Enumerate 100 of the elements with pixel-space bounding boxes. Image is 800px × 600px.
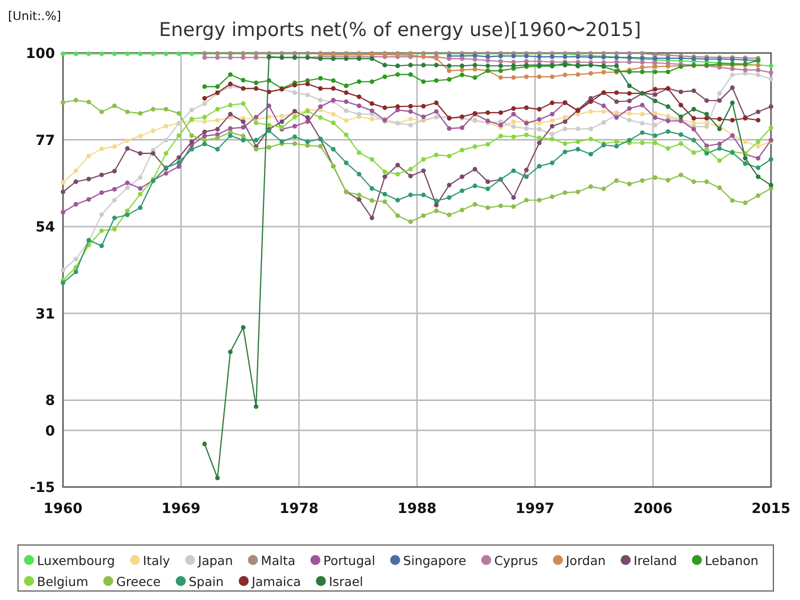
point	[614, 90, 619, 95]
point	[627, 106, 632, 111]
point	[666, 178, 670, 182]
y-tick-label: -15	[30, 480, 55, 496]
point	[524, 74, 529, 80]
point	[536, 136, 542, 140]
point	[691, 106, 696, 112]
point	[228, 102, 233, 108]
point	[228, 112, 233, 116]
point	[742, 156, 748, 161]
point	[331, 146, 336, 152]
point	[588, 126, 594, 132]
point	[202, 84, 207, 89]
point	[460, 125, 464, 130]
point	[756, 139, 760, 144]
point	[280, 114, 284, 118]
point	[652, 140, 658, 146]
point	[691, 88, 696, 94]
point	[344, 118, 348, 123]
point	[421, 114, 426, 120]
point	[408, 109, 413, 114]
point	[756, 193, 760, 198]
x-tick-label: 1978	[279, 501, 318, 517]
point	[640, 112, 645, 116]
point	[486, 64, 490, 68]
point	[614, 178, 619, 183]
point	[678, 141, 684, 146]
point	[756, 144, 760, 149]
point	[60, 180, 66, 185]
point	[408, 219, 413, 224]
point	[382, 105, 388, 110]
point	[370, 157, 374, 162]
point	[614, 99, 619, 104]
point	[446, 126, 452, 131]
point	[511, 119, 516, 124]
point	[472, 144, 478, 149]
point	[86, 176, 92, 182]
point	[460, 148, 464, 152]
point	[254, 138, 258, 142]
point	[434, 202, 439, 208]
point	[434, 109, 439, 114]
point	[652, 111, 658, 116]
point	[640, 178, 645, 183]
point	[511, 54, 516, 58]
point	[331, 112, 336, 116]
point	[717, 116, 722, 122]
point	[678, 132, 684, 137]
point	[614, 51, 619, 56]
legend-label: Jamaica	[250, 574, 301, 589]
point	[408, 116, 413, 122]
point	[164, 138, 168, 142]
point	[382, 174, 388, 180]
legend-label: Greece	[116, 574, 162, 589]
point	[666, 56, 670, 61]
point	[125, 212, 130, 218]
point	[742, 161, 748, 166]
point	[472, 166, 478, 172]
point	[511, 168, 516, 174]
point	[344, 99, 348, 104]
point	[254, 55, 258, 60]
point	[536, 106, 542, 112]
point	[601, 104, 606, 108]
point	[730, 72, 735, 78]
point	[756, 156, 760, 161]
x-tick-label: 1997	[516, 501, 555, 517]
point	[614, 64, 619, 68]
point	[99, 212, 104, 217]
point	[189, 139, 194, 144]
point	[640, 120, 645, 126]
point	[717, 98, 722, 103]
point	[164, 106, 168, 112]
point	[446, 195, 452, 200]
point	[408, 104, 413, 109]
point	[99, 190, 104, 195]
y-tick-label: 8	[45, 393, 55, 410]
point	[486, 58, 490, 63]
point	[768, 76, 774, 82]
point	[150, 106, 156, 112]
y-tick-label: 77	[36, 132, 55, 149]
point	[472, 202, 478, 207]
point	[254, 404, 258, 409]
point	[524, 168, 529, 172]
point	[176, 133, 182, 138]
point	[99, 51, 104, 56]
point	[460, 208, 464, 212]
point	[408, 122, 413, 128]
point	[138, 51, 143, 56]
point	[408, 166, 413, 172]
point	[176, 111, 182, 116]
point	[742, 139, 748, 144]
point	[318, 144, 323, 149]
point	[344, 84, 348, 88]
point	[421, 213, 426, 218]
point	[691, 126, 696, 132]
point	[486, 54, 490, 60]
point	[511, 124, 516, 129]
point	[742, 200, 748, 206]
point	[627, 60, 632, 64]
point	[472, 184, 478, 188]
point	[691, 116, 696, 121]
